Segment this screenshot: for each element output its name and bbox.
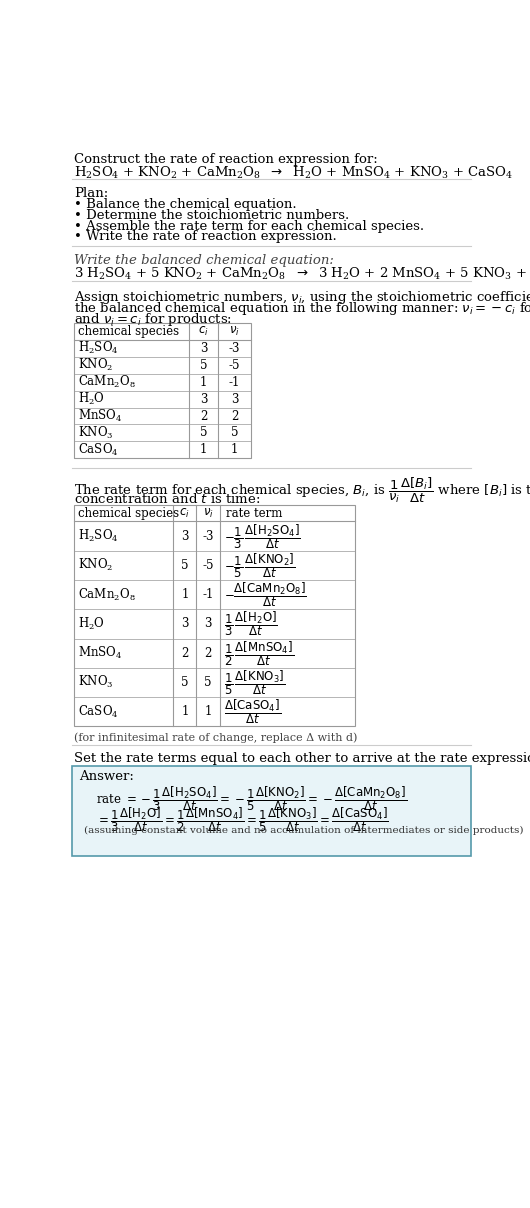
Text: • Assemble the rate term for each chemical species.: • Assemble the rate term for each chemic…	[74, 220, 424, 233]
Text: Construct the rate of reaction expression for:: Construct the rate of reaction expressio…	[74, 152, 378, 165]
Text: rate $= -\dfrac{1}{3}\dfrac{\Delta[\mathrm{H_2SO_4}]}{\Delta t}= -\dfrac{1}{5}\d: rate $= -\dfrac{1}{3}\dfrac{\Delta[\math…	[96, 784, 407, 813]
Text: 1: 1	[200, 376, 207, 389]
Text: 5: 5	[181, 559, 189, 571]
Text: $\mathregular{KNO_2}$: $\mathregular{KNO_2}$	[78, 358, 113, 373]
Bar	[73, 766, 471, 856]
Text: $\dfrac{1}{3}\,\dfrac{\Delta[\mathrm{H_2O}]}{\Delta t}$: $\dfrac{1}{3}\,\dfrac{\Delta[\mathrm{H_2…	[224, 610, 278, 638]
Text: $-\dfrac{1}{5}\,\dfrac{\Delta[\mathrm{KNO_2}]}{\Delta t}$: $-\dfrac{1}{5}\,\dfrac{\Delta[\mathrm{KN…	[224, 551, 296, 580]
Text: $\mathregular{CaMn_2O_8}$: $\mathregular{CaMn_2O_8}$	[78, 374, 136, 390]
Text: • Write the rate of reaction expression.: • Write the rate of reaction expression.	[74, 231, 337, 244]
Text: (for infinitesimal rate of change, replace Δ with d): (for infinitesimal rate of change, repla…	[74, 732, 357, 743]
Text: $\mathregular{MnSO_4}$: $\mathregular{MnSO_4}$	[78, 408, 122, 424]
Text: $c_i$: $c_i$	[198, 325, 209, 338]
Text: 2: 2	[181, 646, 189, 660]
Text: 1: 1	[181, 705, 189, 719]
Text: Plan:: Plan:	[74, 186, 108, 199]
Text: 3: 3	[231, 393, 238, 406]
Text: $\mathregular{CaMn_2O_8}$: $\mathregular{CaMn_2O_8}$	[78, 587, 136, 603]
Text: 1: 1	[200, 443, 207, 457]
Text: $\dfrac{1}{5}\,\dfrac{\Delta[\mathrm{KNO_3}]}{\Delta t}$: $\dfrac{1}{5}\,\dfrac{\Delta[\mathrm{KNO…	[224, 668, 286, 697]
Text: $= \dfrac{1}{3}\dfrac{\Delta[\mathrm{H_2O}]}{\Delta t}= \dfrac{1}{2}\dfrac{\Delt: $= \dfrac{1}{3}\dfrac{\Delta[\mathrm{H_2…	[96, 806, 388, 835]
Text: and $\nu_i = c_i$ for products:: and $\nu_i = c_i$ for products:	[74, 310, 232, 327]
Text: -3: -3	[202, 529, 214, 542]
Text: $\nu_i$: $\nu_i$	[202, 506, 214, 519]
Text: 5: 5	[181, 676, 189, 689]
Text: 3 $\mathregular{H_2SO_4}$ + 5 $\mathregular{KNO_2}$ + $\mathregular{CaMn_2O_8}$ : 3 $\mathregular{H_2SO_4}$ + 5 $\mathregu…	[74, 266, 530, 281]
Text: $\mathregular{CaSO_4}$: $\mathregular{CaSO_4}$	[78, 442, 119, 458]
Text: Set the rate terms equal to each other to arrive at the rate expression:: Set the rate terms equal to each other t…	[74, 753, 530, 766]
Text: • Determine the stoichiometric numbers.: • Determine the stoichiometric numbers.	[74, 209, 349, 222]
Text: 1: 1	[181, 588, 189, 602]
Text: $c_i$: $c_i$	[180, 506, 190, 519]
Text: $\dfrac{\Delta[\mathrm{CaSO_4}]}{\Delta t}$: $\dfrac{\Delta[\mathrm{CaSO_4}]}{\Delta …	[224, 697, 281, 726]
Text: -3: -3	[228, 342, 240, 355]
Text: chemical species: chemical species	[78, 325, 179, 338]
Bar	[74, 505, 355, 726]
Text: $\mathregular{KNO_3}$: $\mathregular{KNO_3}$	[78, 425, 113, 441]
Text: 1: 1	[205, 705, 212, 719]
Text: $\nu_i$: $\nu_i$	[229, 325, 240, 338]
Text: Answer:: Answer:	[78, 771, 134, 783]
Text: 3: 3	[181, 529, 189, 542]
Text: 3: 3	[200, 342, 207, 355]
Text: concentration and $t$ is time:: concentration and $t$ is time:	[74, 492, 260, 506]
Text: chemical species: chemical species	[78, 506, 179, 519]
Text: the balanced chemical equation in the following manner: $\nu_i = -c_i$ for react: the balanced chemical equation in the fo…	[74, 300, 530, 316]
Text: $\dfrac{1}{2}\,\dfrac{\Delta[\mathrm{MnSO_4}]}{\Delta t}$: $\dfrac{1}{2}\,\dfrac{\Delta[\mathrm{MnS…	[224, 639, 294, 668]
Text: 5: 5	[231, 426, 238, 440]
Text: $\mathregular{CaSO_4}$: $\mathregular{CaSO_4}$	[78, 703, 119, 720]
Text: $\mathregular{KNO_2}$: $\mathregular{KNO_2}$	[78, 557, 113, 574]
Text: $\mathregular{H_2SO_4}$: $\mathregular{H_2SO_4}$	[78, 341, 119, 356]
Text: -1: -1	[229, 376, 240, 389]
Text: -1: -1	[202, 588, 214, 602]
Text: • Balance the chemical equation.: • Balance the chemical equation.	[74, 198, 297, 211]
Text: 3: 3	[205, 617, 212, 631]
Text: $\mathregular{H_2SO_4}$ + $\mathregular{KNO_2}$ + $\mathregular{CaMn_2O_8}$  $\r: $\mathregular{H_2SO_4}$ + $\mathregular{…	[74, 165, 513, 181]
Text: $-\dfrac{1}{3}\,\dfrac{\Delta[\mathrm{H_2SO_4}]}{\Delta t}$: $-\dfrac{1}{3}\,\dfrac{\Delta[\mathrm{H_…	[224, 522, 301, 551]
Text: $\mathregular{H_2O}$: $\mathregular{H_2O}$	[78, 391, 105, 407]
Text: Write the balanced chemical equation:: Write the balanced chemical equation:	[74, 254, 334, 267]
Text: (assuming constant volume and no accumulation of intermediates or side products): (assuming constant volume and no accumul…	[84, 825, 524, 835]
Text: $\mathregular{H_2O}$: $\mathregular{H_2O}$	[78, 616, 105, 632]
Text: $\mathregular{KNO_3}$: $\mathregular{KNO_3}$	[78, 674, 113, 691]
Text: 5: 5	[200, 426, 207, 440]
Text: $\mathregular{MnSO_4}$: $\mathregular{MnSO_4}$	[78, 645, 122, 661]
Bar	[74, 323, 251, 458]
Text: 5: 5	[205, 676, 212, 689]
Text: 5: 5	[200, 359, 207, 372]
Text: rate term: rate term	[226, 506, 282, 519]
Text: -5: -5	[202, 559, 214, 571]
Text: 1: 1	[231, 443, 238, 457]
Text: 3: 3	[200, 393, 207, 406]
Text: $\mathregular{H_2SO_4}$: $\mathregular{H_2SO_4}$	[78, 528, 119, 544]
Text: -5: -5	[228, 359, 240, 372]
Text: 2: 2	[200, 410, 207, 423]
Text: The rate term for each chemical species, $B_i$, is $\dfrac{1}{\nu_i}\dfrac{\Delt: The rate term for each chemical species,…	[74, 475, 530, 505]
Text: Assign stoichiometric numbers, $\nu_i$, using the stoichiometric coefficients, $: Assign stoichiometric numbers, $\nu_i$, …	[74, 289, 530, 306]
Text: 3: 3	[181, 617, 189, 631]
Text: 2: 2	[231, 410, 238, 423]
Text: 2: 2	[205, 646, 212, 660]
Text: $-\dfrac{\Delta[\mathrm{CaMn_2O_8}]}{\Delta t}$: $-\dfrac{\Delta[\mathrm{CaMn_2O_8}]}{\De…	[224, 580, 307, 609]
